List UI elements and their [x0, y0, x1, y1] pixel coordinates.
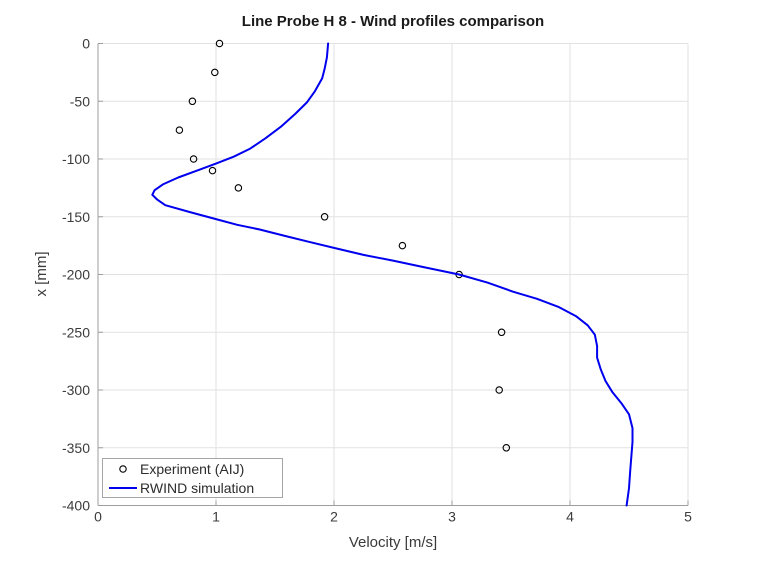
experiment-data-point: [497, 328, 506, 337]
experiment-data-point: [189, 155, 198, 163]
x-tick-label: 1: [212, 509, 220, 525]
y-tick-label: -250: [62, 324, 90, 340]
experiment-data-point: [175, 126, 184, 134]
legend: Experiment (AIJ) RWIND simulation: [102, 458, 283, 498]
y-tick-label: -400: [62, 498, 90, 514]
experiment-data-point: [320, 213, 329, 221]
experiment-data-point: [502, 444, 511, 452]
y-tick-label: -50: [70, 93, 90, 109]
legend-label-experiment: Experiment (AIJ): [140, 460, 245, 477]
chart-title: Line Probe H 8 - Wind profiles compariso…: [241, 13, 545, 30]
x-tick-label: 5: [684, 509, 692, 525]
experiment-data-point: [495, 386, 503, 394]
x-axis-label: Velocity [m/s]: [348, 534, 438, 551]
rwind-simulation-line: [151, 42, 634, 507]
experiment-data-point: [234, 184, 243, 192]
x-tick-label: 0: [94, 509, 102, 525]
y-tick-label: -100: [62, 151, 90, 167]
y-tick-label: -300: [62, 382, 90, 398]
y-tick-label: -200: [62, 267, 90, 283]
x-tick-label: 2: [330, 509, 338, 525]
y-tick-label: 0: [82, 36, 90, 52]
x-tick-label: 3: [448, 509, 456, 525]
experiment-data-point: [208, 166, 217, 175]
legend-item-rwind: RWIND simulation: [103, 478, 282, 497]
experiment-data-point: [211, 68, 219, 77]
y-tick-label: -350: [62, 440, 90, 456]
experiment-data-point: [215, 39, 224, 48]
legend-item-experiment: Experiment (AIJ): [103, 459, 282, 478]
experiment-data-point: [398, 241, 407, 250]
experiment-data-point: [188, 97, 197, 106]
legend-label-rwind: RWIND simulation: [140, 479, 255, 496]
blue-line-marker-icon: [108, 486, 138, 490]
x-tick-label: 4: [566, 509, 574, 525]
y-tick-label: -150: [62, 209, 90, 225]
open-circle-marker-icon: [108, 463, 138, 475]
